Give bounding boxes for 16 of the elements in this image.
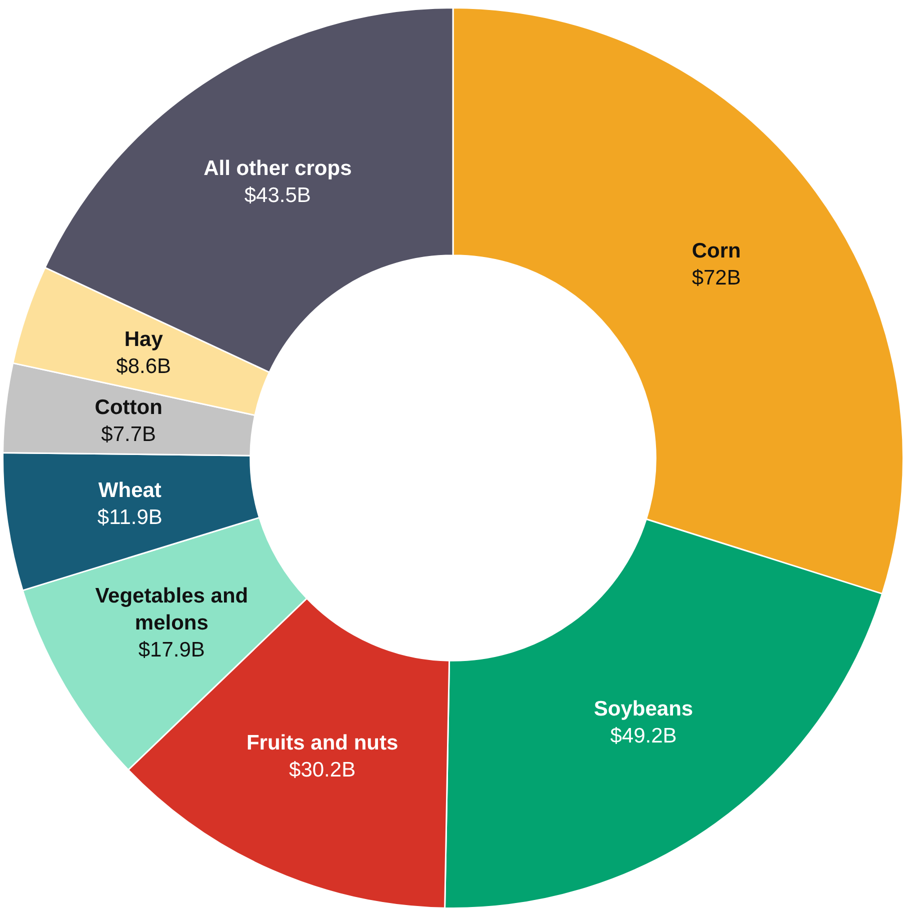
slice-label: All other crops: [204, 156, 352, 180]
data-label: $72B: [692, 266, 741, 290]
slice-label: Cotton: [94, 396, 162, 419]
slice-label: Fruits and nuts: [246, 731, 398, 754]
slice-label: Wheat: [98, 478, 162, 502]
data-label: $7.7B: [101, 422, 156, 446]
data-label: $17.9B: [138, 638, 205, 662]
slice-label: Hay: [124, 328, 164, 352]
data-label: $11.9B: [97, 506, 162, 529]
data-label: $8.6B: [116, 355, 172, 378]
data-label: $30.2B: [289, 758, 356, 782]
data-label: $43.5B: [244, 184, 311, 207]
slice-label: Soybeans: [594, 697, 694, 720]
data-label: $49.2B: [610, 724, 677, 748]
slice-label: Vegetables and melons: [95, 584, 248, 634]
slice-label: Corn: [692, 239, 741, 262]
